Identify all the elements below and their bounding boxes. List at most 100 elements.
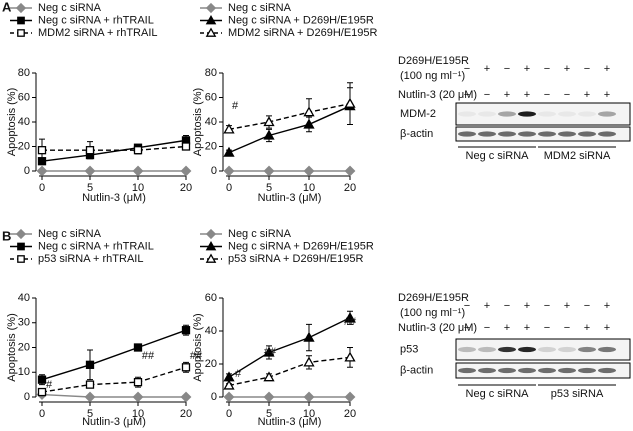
marker [180, 165, 192, 177]
marker [133, 146, 143, 155]
legend-label: p53 siRNA + rhTRAIL [38, 253, 143, 265]
blot-band [478, 131, 496, 137]
x-tick-label: 20 [180, 408, 192, 420]
blot-band [518, 346, 536, 353]
annotation: ## [190, 350, 203, 362]
legend-label: MDM2 siRNA + rhTRAIL [38, 27, 158, 39]
blot-band [518, 111, 536, 117]
group-label: MDM2 siRNA [544, 150, 611, 162]
y-tick-label: 80 [205, 67, 217, 79]
marker [344, 97, 356, 108]
marker [205, 27, 217, 37]
treatment-sign: − [464, 300, 470, 312]
marker [84, 165, 96, 177]
nutlin-sign: + [604, 322, 610, 334]
treatment-sign: + [524, 63, 530, 75]
marker [205, 228, 217, 240]
marker [263, 371, 275, 382]
y-tick-label: 0 [24, 165, 30, 177]
y-tick-label: 0 [24, 391, 30, 403]
x-axis-label: Nutlin-3 (μM) [258, 192, 322, 204]
y-tick-label: 0 [211, 391, 217, 403]
nutlin-sign: + [584, 89, 590, 101]
marker [181, 142, 191, 151]
nutlin-label: Nutlin-3 (20 μM) [398, 322, 477, 334]
marker [17, 242, 25, 251]
x-axis-label: Nutlin-3 (μM) [82, 416, 146, 428]
marker [263, 391, 275, 403]
series-line [42, 145, 187, 151]
marker [36, 165, 48, 177]
blot-band [478, 367, 496, 374]
nutlin-sign: − [464, 89, 470, 101]
blot-band [558, 131, 576, 137]
panel-label: B [2, 228, 11, 243]
y-axis-label: Apoptosis (%) [6, 88, 18, 156]
blot-band [518, 131, 536, 137]
blot-row-label: MDM-2 [400, 108, 436, 120]
y-axis-label: Apoptosis (%) [192, 313, 204, 381]
annotation: ## [344, 316, 357, 328]
y-tick-label: 0 [211, 165, 217, 177]
x-tick-label: 0 [39, 408, 45, 420]
treatment-unit: (100 ng ml⁻¹) [400, 307, 465, 319]
blot-band [578, 111, 596, 117]
marker [15, 2, 27, 14]
marker [205, 14, 217, 25]
nutlin-sign: − [544, 322, 550, 334]
nutlin-sign: − [484, 89, 490, 101]
marker [223, 165, 235, 177]
legend-label: Neg c siRNA + rhTRAIL [38, 240, 154, 252]
marker [17, 16, 25, 25]
legend-label: Neg c siRNA + rhTRAIL [38, 14, 154, 26]
treatment-sign: + [604, 63, 610, 75]
group-label: Neg c siRNA [466, 388, 530, 400]
legend-label: Neg c siRNA [228, 2, 292, 14]
panel-label: A [2, 0, 12, 14]
blot-band [458, 367, 476, 374]
nutlin-sign: + [504, 89, 510, 101]
marker [180, 391, 192, 403]
legend-label: MDM2 siRNA + D269H/E195R [228, 27, 378, 39]
y-tick-label: 60 [18, 91, 30, 103]
marker [263, 129, 275, 140]
legend-label: Neg c siRNA + D269H/E195R [228, 14, 374, 26]
marker [344, 165, 356, 177]
marker [223, 123, 235, 134]
marker [263, 346, 275, 357]
marker [37, 387, 47, 397]
blot-band [558, 367, 576, 374]
marker [223, 379, 235, 390]
treatment-label: D269H/E195R [398, 292, 469, 304]
treatment-sign: + [484, 300, 490, 312]
annotation: # [232, 100, 239, 112]
x-tick-label: 20 [180, 182, 192, 194]
blot-band [478, 111, 496, 117]
series-line [41, 329, 187, 381]
marker [133, 343, 143, 352]
marker [344, 391, 356, 403]
y-tick-label: 30 [18, 317, 30, 329]
marker [303, 391, 315, 403]
annotation: # [235, 368, 242, 380]
blot-band [498, 131, 516, 137]
marker [344, 311, 356, 322]
nutlin-sign: + [604, 89, 610, 101]
legend-label: Neg c siRNA [38, 228, 102, 240]
marker [344, 351, 356, 362]
marker [132, 165, 144, 177]
blot-band [578, 346, 596, 353]
treatment-sign: + [524, 300, 530, 312]
blot-band [478, 346, 496, 353]
nutlin-sign: + [524, 322, 530, 334]
x-tick-label: 10 [132, 182, 144, 194]
treatment-sign: − [584, 300, 590, 312]
blot-band [538, 111, 556, 117]
annotation: # [46, 379, 53, 391]
legend-label: p53 siRNA + D269H/E195R [228, 253, 363, 265]
marker [181, 326, 191, 335]
y-axis-label: Apoptosis (%) [192, 88, 204, 156]
marker [37, 146, 47, 155]
marker [205, 240, 217, 251]
x-tick-label: 0 [226, 182, 232, 194]
